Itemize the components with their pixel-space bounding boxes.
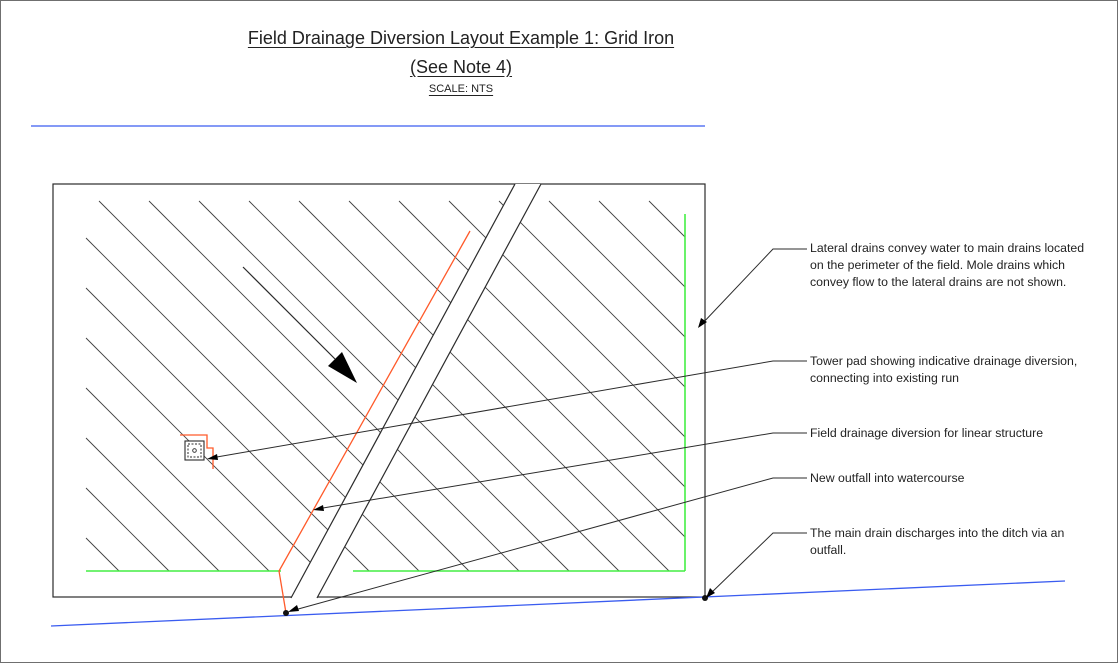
arrowhead-field-diversion <box>313 505 324 511</box>
leader-new-outfall <box>290 477 807 612</box>
callout-tower-pad: Tower pad showing indicative drainage di… <box>810 354 1078 385</box>
arrowhead-lateral-drains <box>698 318 707 328</box>
main-drains <box>86 214 686 572</box>
new-outfall-point <box>283 610 289 616</box>
arrowhead-new-outfall <box>288 605 299 612</box>
linear-structure <box>291 184 541 598</box>
arrowhead-main-drain <box>706 588 715 598</box>
drawing-title: Field Drainage Diversion Layout Example … <box>247 28 675 48</box>
flow-direction-arrow <box>242 266 357 383</box>
linear-structure-edge-right <box>316 183 542 599</box>
linear-structure-edge-left <box>290 183 516 599</box>
lateral-drains-hatch <box>85 200 686 572</box>
leader-tower-pad <box>210 360 807 459</box>
main-outfall-point <box>702 595 708 601</box>
field-boundary <box>52 183 706 598</box>
field-drainage-diversion <box>278 230 471 614</box>
leader-main-drain <box>708 532 807 596</box>
callout-field-diversion: Field drainage diversion for linear stru… <box>810 426 1044 440</box>
drawing-subtitle: (See Note 4) <box>409 57 513 77</box>
callout-main-drain: The main drain discharges into the ditch… <box>810 526 1065 557</box>
drawing-scale: SCALE: NTS <box>428 83 494 95</box>
tower-pad <box>180 434 214 469</box>
watercourse-ditch <box>50 580 1066 627</box>
leader-field-diversion <box>316 432 807 510</box>
callout-lateral-drains: Lateral drains convey water to main drai… <box>810 241 1085 289</box>
leader-lateral-drains <box>700 248 807 326</box>
arrowhead-tower-pad <box>207 454 218 460</box>
callout-new-outfall: New outfall into watercourse <box>810 471 965 485</box>
